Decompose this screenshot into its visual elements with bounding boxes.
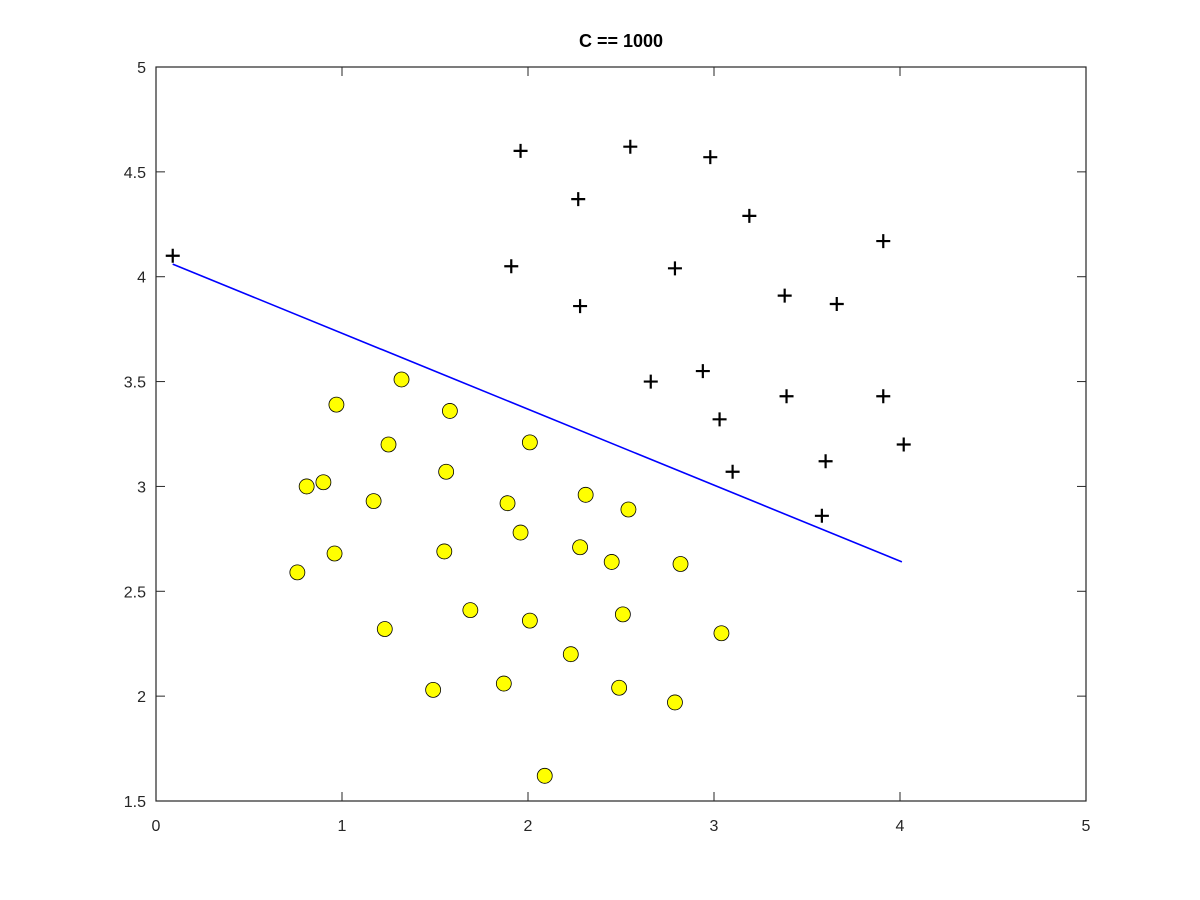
negative-point xyxy=(611,679,628,696)
positive-point xyxy=(513,143,528,158)
positive-point xyxy=(695,364,710,379)
axes-layer: 0 1 2 3 4 5 1.5 2 2.5 3 3.5 4 4.5 5 xyxy=(124,60,1091,835)
positive-point xyxy=(818,454,833,469)
positive-point xyxy=(829,296,844,311)
chart-title: C == 1000 xyxy=(579,31,663,51)
y-tick-label: 2.5 xyxy=(124,584,146,601)
positive-point xyxy=(779,389,794,404)
positive-point xyxy=(876,389,891,404)
y-tick-label: 4.5 xyxy=(124,165,146,182)
positive-point xyxy=(742,208,757,223)
positive-point xyxy=(725,464,740,479)
positive-point xyxy=(573,299,588,314)
positive-point xyxy=(643,374,658,389)
positive-point xyxy=(876,234,891,249)
negative-point xyxy=(425,681,442,698)
negative-point xyxy=(315,474,332,491)
x-tick-label: 0 xyxy=(152,818,161,835)
positive-point xyxy=(896,437,911,452)
positive-point xyxy=(623,139,638,154)
positive-point xyxy=(165,248,180,263)
negative-point xyxy=(441,403,458,419)
negative-point xyxy=(376,621,393,637)
axes-box xyxy=(155,66,1087,802)
positive-point xyxy=(712,412,727,427)
positive-point xyxy=(504,259,519,274)
x-tick-label: 4 xyxy=(896,818,905,835)
negative-point xyxy=(365,493,382,510)
negative-point xyxy=(328,396,345,413)
y-tick-label: 4 xyxy=(137,270,146,287)
negative-point xyxy=(620,501,637,518)
negative-point xyxy=(572,539,588,556)
negative-point xyxy=(499,495,516,512)
positive-point xyxy=(667,261,682,276)
negative-point xyxy=(713,625,730,642)
plot-area xyxy=(156,67,1086,801)
negative-point xyxy=(512,524,529,541)
y-tick-label: 3.5 xyxy=(124,375,146,392)
negative-point xyxy=(603,554,620,570)
positive-point xyxy=(571,192,586,207)
negative-point xyxy=(326,545,343,562)
negative-point xyxy=(667,694,683,711)
negative-point xyxy=(577,486,594,503)
negative-point xyxy=(438,463,455,480)
y-tick-label: 2 xyxy=(137,689,146,706)
x-tick-label: 5 xyxy=(1082,818,1091,835)
negative-point xyxy=(536,767,553,784)
negative-point xyxy=(614,606,631,623)
positive-point xyxy=(814,508,829,523)
decision-boundary-line xyxy=(172,263,903,563)
negative-point xyxy=(521,434,538,451)
y-tick-label: 3 xyxy=(137,479,146,496)
negative-point xyxy=(298,478,315,495)
x-tick-label: 1 xyxy=(338,818,347,835)
negative-point xyxy=(393,371,410,388)
negative-point xyxy=(462,602,479,619)
positive-point xyxy=(777,288,792,303)
y-tick-label: 1.5 xyxy=(124,794,146,811)
negative-point xyxy=(521,612,538,629)
negative-point xyxy=(562,646,579,663)
x-tick-label: 3 xyxy=(710,818,719,835)
negative-point xyxy=(289,564,306,581)
y-tick-label: 5 xyxy=(137,60,146,77)
negative-point xyxy=(380,436,397,453)
x-tick-label: 2 xyxy=(524,818,533,835)
negative-point xyxy=(672,556,689,572)
positive-point xyxy=(703,150,718,165)
negative-point xyxy=(436,543,453,560)
marks-layer xyxy=(165,139,911,784)
negative-point xyxy=(495,675,512,692)
